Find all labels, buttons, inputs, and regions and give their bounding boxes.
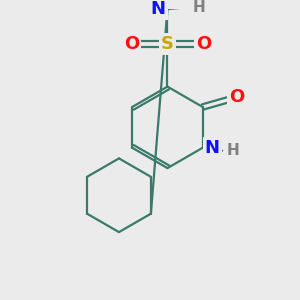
Text: N: N [205,139,220,157]
Text: O: O [229,88,244,106]
Text: O: O [196,35,211,53]
Text: O: O [124,35,139,53]
Text: H: H [193,0,206,15]
Text: S: S [161,35,174,53]
Text: N: N [151,0,166,18]
Text: H: H [227,143,240,158]
